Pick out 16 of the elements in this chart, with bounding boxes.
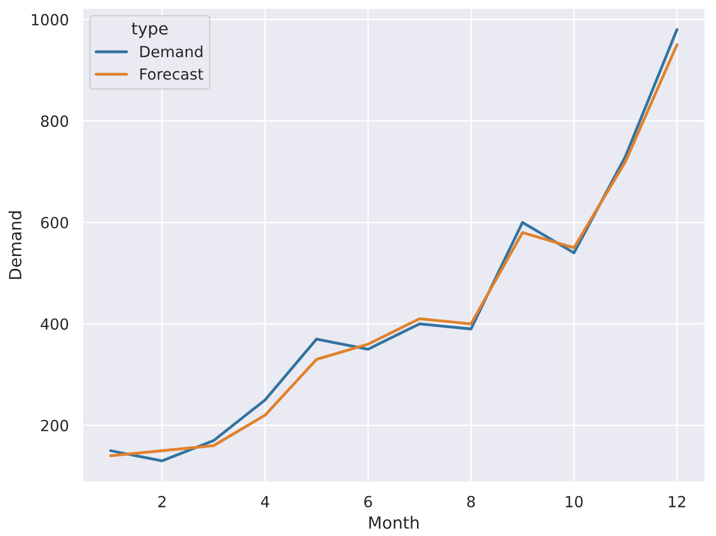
legend-label: Demand [140,46,202,58]
y-tick-label: 600 [41,216,68,228]
x-tick-label: 6 [364,496,372,508]
x-tick-label: 4 [260,496,270,508]
y-tick-label: 400 [40,318,68,330]
y-tick-label: 1000 [32,14,68,26]
y-tick-label: 800 [41,115,68,127]
x-axis-title: Month [369,516,419,529]
legend-title: type [132,22,168,38]
x-tick-label: 10 [566,496,583,508]
y-axis-title: Demand [8,211,22,279]
x-tick-label: 12 [668,496,686,508]
y-tick-label: 200 [41,420,68,432]
x-tick-label: 2 [158,496,166,508]
x-tick-label: 8 [467,496,475,508]
legend-label: Forecast [140,68,204,80]
